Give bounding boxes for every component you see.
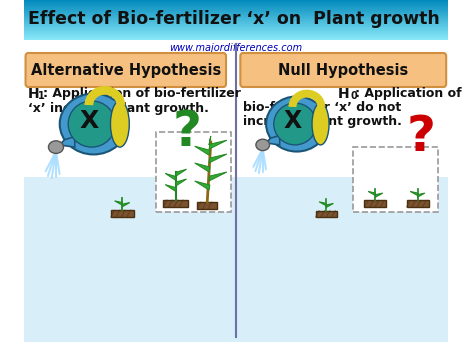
Ellipse shape — [274, 103, 316, 145]
Bar — [24, 11, 448, 12]
Text: bio-fertilizer ‘x’ do not: bio-fertilizer ‘x’ do not — [243, 101, 401, 114]
Bar — [24, 24, 448, 25]
Bar — [24, 10, 448, 11]
Text: www.majordifferences.com: www.majordifferences.com — [169, 43, 302, 53]
Bar — [156, 132, 231, 212]
Polygon shape — [418, 193, 425, 197]
Text: X: X — [283, 109, 301, 133]
Bar — [24, 22, 448, 23]
FancyBboxPatch shape — [365, 200, 386, 207]
Polygon shape — [326, 203, 333, 207]
Bar — [24, 40, 448, 342]
Ellipse shape — [110, 101, 129, 147]
Polygon shape — [165, 173, 176, 180]
Bar — [24, 177, 448, 342]
Bar — [24, 19, 448, 20]
FancyBboxPatch shape — [240, 53, 446, 87]
FancyBboxPatch shape — [26, 53, 226, 87]
FancyBboxPatch shape — [164, 200, 189, 207]
Polygon shape — [122, 202, 130, 207]
Text: ?: ? — [407, 113, 436, 161]
Text: 0: 0 — [350, 91, 357, 101]
Ellipse shape — [60, 94, 128, 155]
Bar — [24, 39, 448, 40]
Ellipse shape — [256, 139, 270, 150]
Bar — [24, 14, 448, 15]
Bar — [24, 23, 448, 24]
Polygon shape — [176, 179, 187, 186]
Bar — [24, 37, 448, 38]
Polygon shape — [195, 181, 210, 190]
Bar — [24, 27, 448, 28]
Text: Effect of Bio-fertilizer ‘x’ on  Plant growth: Effect of Bio-fertilizer ‘x’ on Plant gr… — [28, 10, 440, 28]
Text: : Application of: : Application of — [355, 87, 462, 100]
Polygon shape — [209, 136, 211, 145]
Bar — [24, 20, 448, 21]
Text: H: H — [337, 87, 349, 101]
Text: ?: ? — [172, 108, 201, 156]
Bar — [24, 12, 448, 13]
Bar — [24, 25, 448, 26]
Bar — [24, 32, 448, 33]
Bar — [24, 30, 448, 31]
Polygon shape — [319, 202, 326, 206]
Bar — [24, 21, 448, 22]
Bar — [24, 26, 448, 27]
Ellipse shape — [68, 101, 115, 147]
Ellipse shape — [266, 96, 328, 152]
Bar — [24, 16, 448, 17]
FancyBboxPatch shape — [111, 210, 134, 217]
Bar — [24, 2, 448, 3]
Bar — [24, 5, 448, 6]
Bar — [24, 15, 448, 16]
Polygon shape — [176, 169, 187, 176]
Bar — [24, 28, 448, 29]
FancyBboxPatch shape — [316, 211, 337, 217]
Bar — [24, 1, 448, 2]
Bar — [24, 17, 448, 18]
Polygon shape — [60, 136, 75, 147]
Text: increase plant growth.: increase plant growth. — [243, 115, 402, 128]
Bar — [353, 147, 438, 212]
FancyBboxPatch shape — [407, 200, 428, 207]
Bar — [24, 8, 448, 9]
Bar — [24, 18, 448, 19]
Polygon shape — [209, 172, 227, 181]
Polygon shape — [195, 146, 210, 155]
FancyBboxPatch shape — [197, 202, 217, 209]
Bar — [24, 31, 448, 32]
Polygon shape — [368, 192, 375, 196]
Bar — [24, 36, 448, 37]
Ellipse shape — [312, 103, 329, 145]
Polygon shape — [410, 192, 418, 196]
Polygon shape — [266, 135, 280, 145]
Bar — [24, 29, 448, 30]
Bar — [24, 33, 448, 34]
Bar — [24, 3, 448, 4]
Bar — [24, 9, 448, 10]
Text: Null Hypothesis: Null Hypothesis — [278, 63, 409, 78]
Polygon shape — [195, 163, 210, 172]
Bar — [24, 13, 448, 14]
Bar — [24, 7, 448, 8]
Bar — [24, 0, 448, 1]
Bar — [24, 38, 448, 39]
Polygon shape — [209, 140, 227, 149]
Bar — [24, 34, 448, 35]
Text: 1: 1 — [38, 91, 45, 101]
Polygon shape — [375, 193, 383, 197]
Text: : Application of bio-fertilizer: : Application of bio-fertilizer — [43, 87, 240, 100]
Polygon shape — [165, 185, 176, 192]
Text: ‘x’ increase plant growth.: ‘x’ increase plant growth. — [28, 102, 209, 115]
Bar — [24, 6, 448, 7]
Polygon shape — [115, 201, 122, 205]
Text: Alternative Hypothesis: Alternative Hypothesis — [31, 63, 221, 78]
Bar — [24, 4, 448, 5]
Polygon shape — [209, 154, 227, 163]
Ellipse shape — [48, 141, 64, 154]
Text: H: H — [28, 87, 40, 101]
Bar — [24, 35, 448, 36]
Text: X: X — [79, 109, 99, 133]
